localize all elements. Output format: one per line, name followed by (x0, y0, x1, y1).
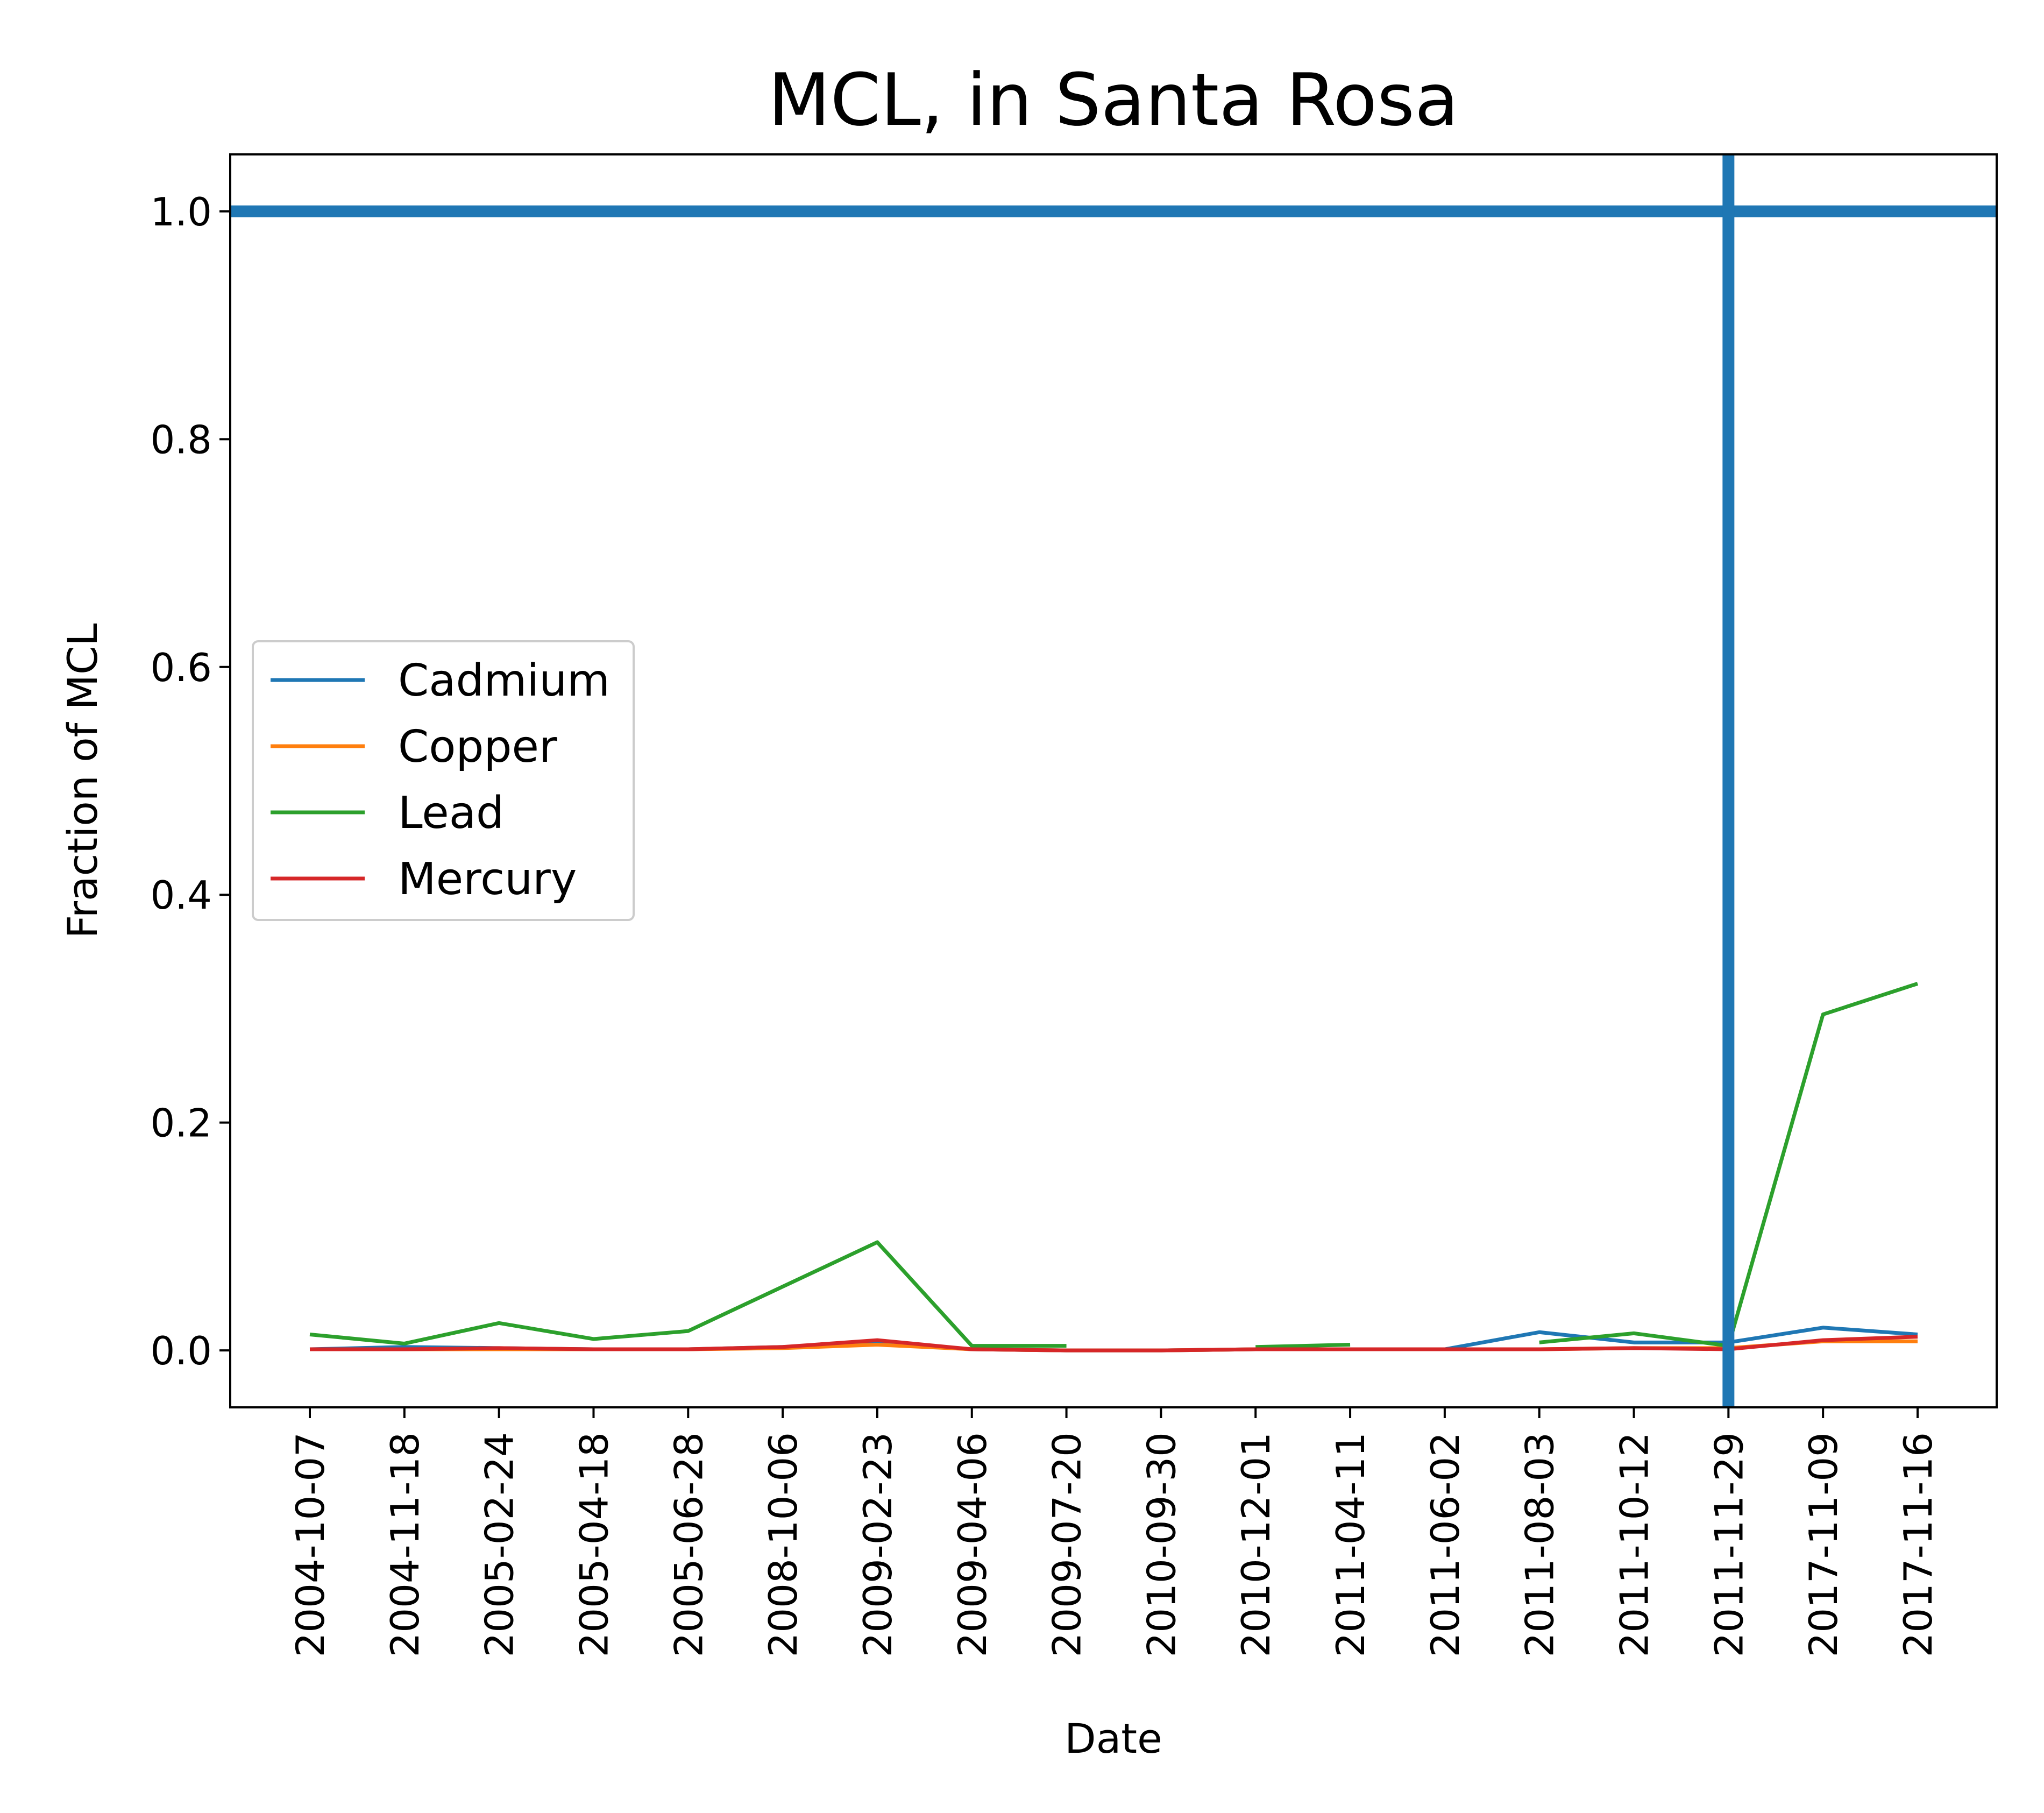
x-tick-label: 2004-10-07 (288, 1432, 333, 1657)
legend-label-copper: Copper (398, 721, 557, 773)
x-tick-label: 2017-11-09 (1801, 1432, 1846, 1657)
legend-label-cadmium: Cadmium (398, 655, 610, 706)
y-tick-label: 0.2 (150, 1101, 212, 1146)
reference-lines (230, 154, 1997, 1407)
x-tick-label: 2011-10-12 (1612, 1432, 1657, 1657)
x-tick-label: 2011-06-02 (1423, 1432, 1468, 1657)
x-tick-label: 2008-10-06 (761, 1432, 806, 1657)
x-tick-label: 2005-02-24 (477, 1432, 522, 1657)
x-tick-label: 2005-04-18 (571, 1432, 616, 1657)
series-line-lead (309, 1240, 1067, 1348)
y-tick-label: 0.8 (150, 417, 212, 462)
legend-label-lead: Lead (398, 788, 504, 839)
x-tick-label: 2011-04-11 (1328, 1432, 1373, 1657)
series-line-mercury (310, 1335, 1918, 1352)
x-tick-label: 2004-11-18 (382, 1432, 428, 1657)
chart-title: MCL, in Santa Rosa (768, 58, 1459, 142)
x-tick-label: 2010-09-30 (1139, 1432, 1184, 1657)
y-axis-label: Fraction of MCL (59, 624, 107, 939)
series-line-lead (1255, 1343, 1351, 1349)
y-tick-label: 0.6 (150, 645, 212, 690)
x-tick-label: 2010-12-01 (1233, 1432, 1279, 1657)
x-tick-label: 2011-11-29 (1706, 1432, 1751, 1657)
x-tick-label: 2005-06-28 (666, 1432, 711, 1657)
y-axis: 0.0 0.2 0.4 0.6 0.8 1.0 (150, 189, 230, 1373)
x-tick-label: 2009-04-06 (950, 1432, 995, 1657)
legend-box (252, 640, 635, 921)
x-tick-label: 2011-08-03 (1517, 1432, 1563, 1657)
x-tick-label: 2009-02-23 (855, 1432, 900, 1657)
y-tick-label: 0.4 (150, 873, 212, 918)
x-axis-label: Date (1064, 1715, 1162, 1762)
y-tick-label: 1.0 (150, 189, 212, 235)
x-tick-label: 2009-07-20 (1045, 1432, 1090, 1657)
legend: Cadmium Copper Lead Mercury (252, 640, 635, 921)
x-tick-label: 2017-11-16 (1896, 1432, 1941, 1657)
plot-frame (229, 153, 1998, 1408)
x-axis: 2004-10-07 2004-11-18 2005-02-24 2005-04-18… (288, 1407, 1941, 1657)
series-layer (309, 982, 1919, 1352)
y-tick-label: 0.0 (150, 1328, 212, 1373)
legend-label-mercury: Mercury (398, 854, 577, 905)
